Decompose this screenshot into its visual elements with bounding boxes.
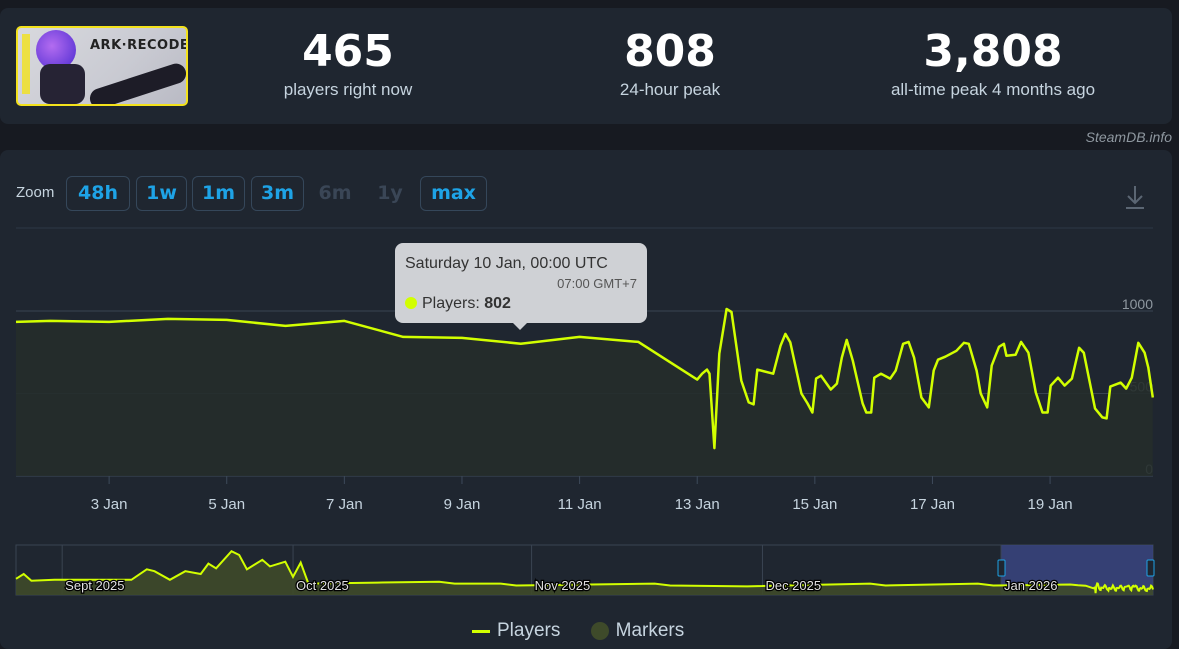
line-swatch-icon [472,629,490,633]
legend-label: Markers [615,620,685,641]
capsule-decoration [22,34,30,94]
players-area [16,309,1153,476]
steamdb-credit-link[interactable]: SteamDB.info [1085,129,1172,145]
legend-label: Players [497,620,561,641]
legend-item-players[interactable]: Players [472,620,560,641]
navigator-handle[interactable] [1146,559,1155,577]
navigator-label: Oct 2025 [296,578,349,593]
x-tick-label: 13 Jan [675,496,720,513]
tooltip-value: 802 [484,295,511,312]
y-tick-label: 1000 [1122,296,1153,312]
navigator-line [15,549,1154,594]
tooltip-local-time: 07:00 GMT+7 [557,276,637,291]
chart-legend: Players Markers [472,620,684,642]
series-dot-icon [405,297,417,309]
stat-value: 465 [302,26,394,77]
zoom-max-button[interactable]: max [420,176,487,211]
capsule-character [36,30,76,70]
zoom-3m-button[interactable]: 3m [251,176,304,211]
stat-label: 24-hour peak [619,80,721,99]
x-tick-label: 15 Jan [792,496,837,513]
x-tick-label: 7 Jan [326,496,363,513]
x-tick-label: 11 Jan [558,496,602,513]
navigator-label: Sept 2025 [65,578,124,593]
capsule-character-body [40,64,85,104]
navigator-label: Dec 2025 [765,578,821,593]
tooltip-title: Saturday 10 Jan, 00:00 UTC [405,255,608,272]
stat-all-time-peak: 3,808 all-time peak 4 months ago [852,26,1134,100]
circle-swatch-icon [590,622,609,640]
zoom-1m-button[interactable]: 1m [192,176,245,211]
game-capsule-image[interactable]: ARK·RECODE [16,26,188,106]
tooltip-series-label: Players: [422,295,485,312]
x-tick-label: 19 Jan [1028,496,1073,513]
navigator-label: Nov 2025 [535,578,591,593]
tooltip-row: Players: 802 [405,295,511,313]
stat-current-players: 465 players right now [248,26,448,100]
x-tick-label: 3 Jan [91,496,128,513]
legend-item-markers[interactable]: Markers [566,620,685,641]
zoom-6m-button: 6m [310,176,360,211]
x-tick-label: 5 Jan [208,496,245,513]
players-line [15,307,1155,450]
zoom-48h-button[interactable]: 48h [66,176,130,211]
navigator-label: Jan 2026 [1004,578,1058,593]
players-points [15,308,1153,449]
stat-value: 808 [624,26,716,77]
download-icon[interactable] [1124,184,1146,210]
stat-value: 3,808 [923,26,1063,77]
chart-tooltip: Saturday 10 Jan, 00:00 UTC 07:00 GMT+7 P… [395,243,647,330]
zoom-1y-button: 1y [366,176,414,211]
stat-label: all-time peak 4 months ago [890,80,1096,99]
navigator-handle[interactable] [997,559,1006,577]
game-logo: ARK·RECODE [90,38,188,53]
zoom-1w-button[interactable]: 1w [136,176,187,211]
stat-label: players right now [283,80,413,99]
zoom-label: Zoom [16,184,55,201]
stat-24h-peak: 808 24-hour peak [570,26,770,100]
stats-header: ARK·RECODE 465 players right now 808 24-… [0,8,1172,124]
x-tick-label: 9 Jan [444,496,481,513]
x-tick-label: 17 Jan [910,496,955,513]
